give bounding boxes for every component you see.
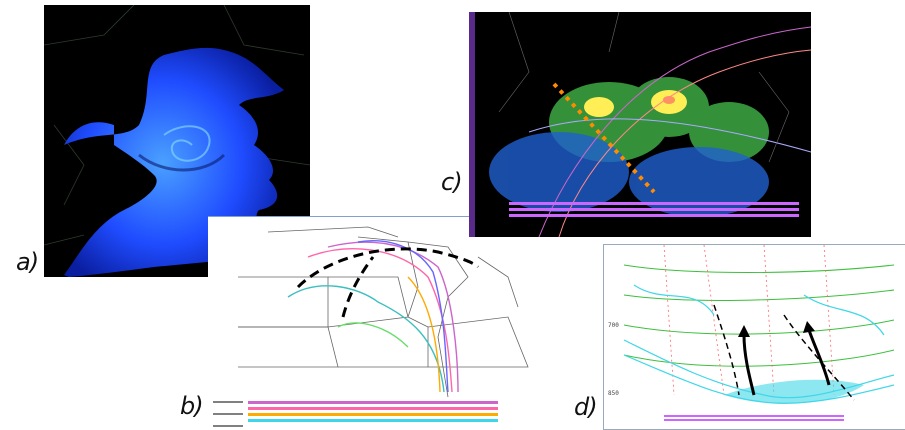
panel-label-b: b) bbox=[180, 392, 204, 420]
panel-d-image: 700 850 bbox=[603, 244, 905, 430]
panel-b-image bbox=[208, 216, 533, 429]
panel-label-a: a) bbox=[16, 248, 39, 276]
y-tick-700: 700 bbox=[608, 322, 619, 329]
panel-label-c: c) bbox=[441, 168, 463, 196]
panel-c-image bbox=[469, 12, 811, 237]
y-tick-850: 850 bbox=[608, 390, 619, 397]
panel-label-d: d) bbox=[574, 393, 598, 421]
